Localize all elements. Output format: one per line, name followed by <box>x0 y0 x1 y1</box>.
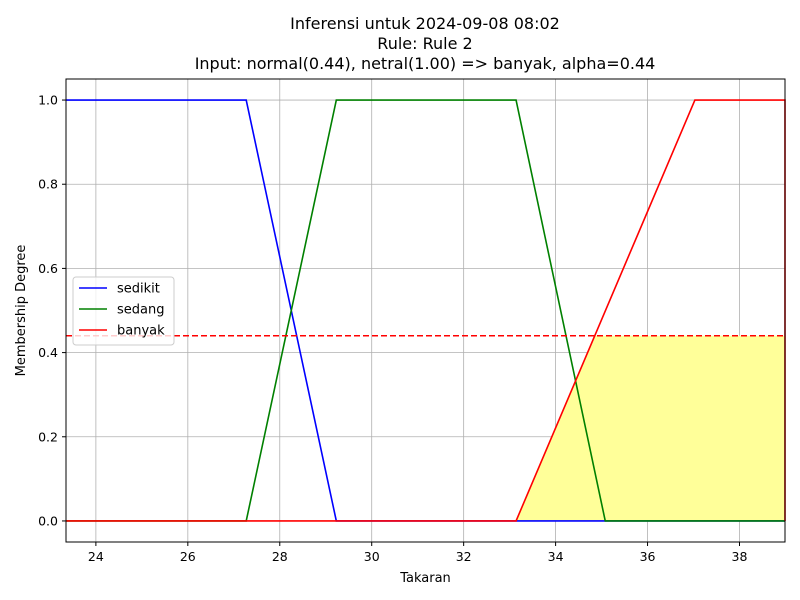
title-line-3: Input: normal(0.44), netral(1.00) => ban… <box>195 54 656 73</box>
legend-box <box>72 276 175 346</box>
plot-frame <box>65 78 786 543</box>
x-tick-label: 26 <box>180 549 196 564</box>
x-tick-label: 30 <box>364 549 380 564</box>
x-tick-label: 34 <box>548 549 564 564</box>
y-ticks: 0.0 0.2 0.4 0.6 0.8 1.0 <box>38 93 66 528</box>
y-tick-label: 0.6 <box>38 261 58 276</box>
y-axis-label: Membership Degree <box>14 245 29 377</box>
legend: sedikit sedang banyak <box>72 276 175 346</box>
x-axis-label: Takaran <box>399 571 451 586</box>
x-tick-label: 32 <box>456 549 472 564</box>
y-tick-label: 0.0 <box>38 513 58 528</box>
y-tick-label: 1.0 <box>38 93 58 108</box>
y-tick-label: 0.8 <box>38 177 58 192</box>
x-tick-label: 36 <box>640 549 656 564</box>
y-tick-label: 0.2 <box>38 429 58 444</box>
title-line-1: Inferensi untuk 2024-09-08 08:02 <box>290 14 560 33</box>
x-tick-label: 24 <box>88 549 104 564</box>
x-tick-label: 38 <box>732 549 748 564</box>
title-line-2: Rule: Rule 2 <box>377 34 472 53</box>
legend-label-banyak: banyak <box>117 324 165 339</box>
alpha-fill-polygon <box>516 335 785 521</box>
legend-label-sedikit: sedikit <box>117 282 160 297</box>
x-ticks: 24 26 28 30 32 34 36 38 <box>88 542 748 564</box>
x-tick-label: 28 <box>272 549 288 564</box>
alpha-fill-region <box>516 335 785 521</box>
y-tick-label: 0.4 <box>38 345 58 360</box>
legend-label-sedang: sedang <box>117 303 164 318</box>
